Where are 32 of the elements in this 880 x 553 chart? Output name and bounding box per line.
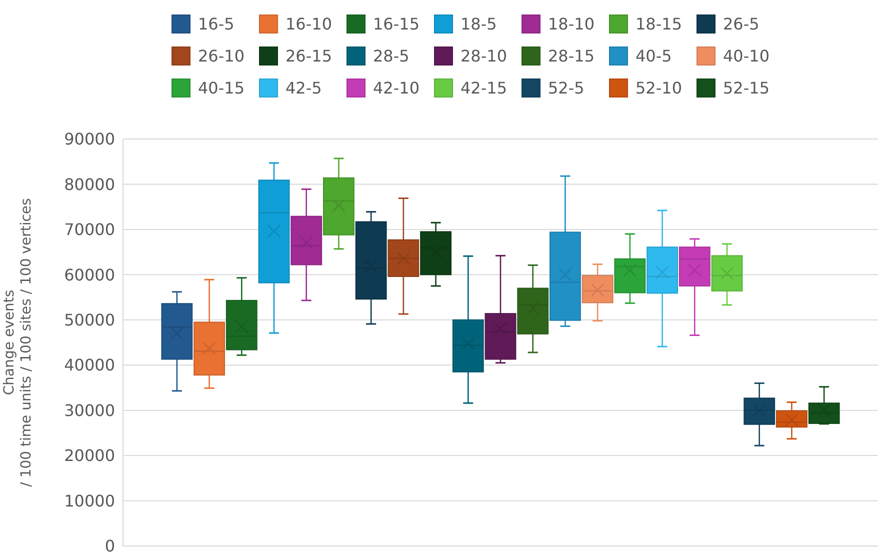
- y-tick-label: 80000: [64, 174, 115, 194]
- legend-label: 52-5: [548, 78, 584, 98]
- legend-label: 16-5: [198, 14, 234, 34]
- legend-label: 26-15: [286, 46, 332, 66]
- legend-label: 28-15: [548, 46, 594, 66]
- legend-label: 28-5: [373, 46, 410, 66]
- legend-label: 40-15: [198, 78, 244, 98]
- legend-label: 42-5: [286, 78, 322, 98]
- legend-label: 16-10: [286, 14, 332, 34]
- y-axis-title: Change events / 100 time units / 100 sites / 100 vertices: [2, 198, 34, 487]
- y-tick-label: 90000: [64, 130, 115, 149]
- legend-label: 40-5: [636, 46, 672, 66]
- y-tick-label: 60000: [64, 265, 115, 284]
- y-tick-label: 40000: [64, 356, 115, 375]
- legend-label: 40-10: [723, 46, 770, 66]
- legend-label: 18-10: [548, 14, 594, 34]
- legend-label: 26-5: [723, 14, 760, 34]
- legend-label: 28-10: [460, 46, 507, 66]
- legend-label: 16-15: [373, 14, 420, 34]
- y-tick-label: 10000: [64, 491, 115, 510]
- y-tick-label: 30000: [64, 400, 115, 420]
- legend-label: 42-10: [373, 78, 420, 98]
- legend-label: 18-15: [636, 14, 682, 34]
- y-tick-label: 50000: [64, 310, 115, 330]
- y-tick-label: 0: [104, 536, 115, 553]
- y-tick-label: 70000: [64, 220, 115, 240]
- legend-label: 52-15: [723, 78, 770, 98]
- legend-label: 52-10: [636, 78, 682, 98]
- legend-label: 18-5: [460, 14, 497, 34]
- y-tick-label: 20000: [64, 446, 115, 466]
- legend-label: 42-15: [460, 78, 507, 98]
- legend-label: 26-10: [198, 46, 244, 66]
